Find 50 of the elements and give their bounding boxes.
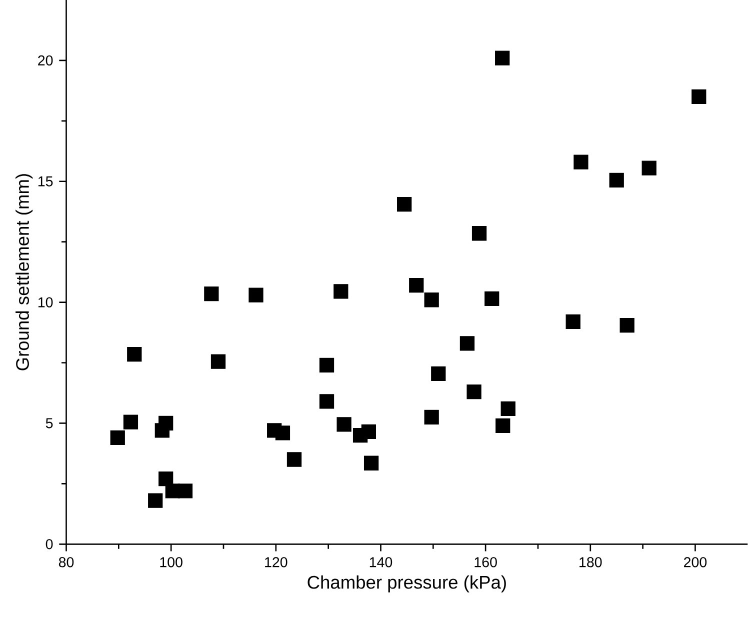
point — [148, 493, 163, 508]
point — [609, 172, 624, 188]
point — [364, 456, 379, 470]
y-tick-label: 10 — [38, 297, 53, 308]
point — [431, 366, 446, 381]
point — [319, 394, 334, 409]
point — [574, 154, 588, 170]
point — [495, 50, 510, 66]
x-axis-title: Chamber pressure (kPa) — [308, 575, 506, 592]
x-tick-label: 100 — [160, 556, 182, 568]
y-tick-label: 15 — [38, 176, 53, 186]
x-tick-label: 200 — [684, 556, 707, 568]
point — [248, 288, 264, 302]
point — [692, 89, 706, 104]
x-tick-label: 180 — [580, 556, 602, 568]
point — [397, 196, 412, 212]
y-axis-title: Ground settlement (mm) — [16, 174, 33, 370]
point — [178, 483, 193, 498]
point — [496, 418, 510, 433]
point — [319, 358, 334, 372]
point — [424, 292, 439, 308]
x-tick-label: 160 — [474, 556, 497, 568]
y-tick-label: 20 — [38, 55, 53, 66]
point — [336, 416, 352, 432]
point — [566, 314, 580, 329]
point — [275, 425, 290, 440]
point — [286, 452, 302, 467]
point — [158, 416, 174, 430]
y-tick-label: 5 — [46, 418, 53, 428]
point — [127, 346, 142, 362]
point — [500, 401, 516, 416]
x-tick-label: 140 — [370, 556, 392, 568]
x-tick-label: 80 — [58, 556, 74, 568]
point — [460, 336, 475, 351]
x-tick-label: 120 — [265, 556, 288, 568]
point — [204, 286, 219, 302]
point — [424, 410, 439, 424]
point — [123, 414, 138, 430]
point — [409, 278, 424, 293]
point — [484, 291, 500, 306]
point — [472, 226, 487, 241]
point — [620, 318, 634, 332]
point — [466, 384, 482, 399]
point — [210, 354, 226, 369]
point — [158, 471, 174, 486]
point — [361, 424, 376, 439]
point — [334, 284, 348, 299]
point — [642, 160, 656, 176]
y-tick-label: 0 — [46, 538, 53, 550]
point — [110, 430, 125, 445]
